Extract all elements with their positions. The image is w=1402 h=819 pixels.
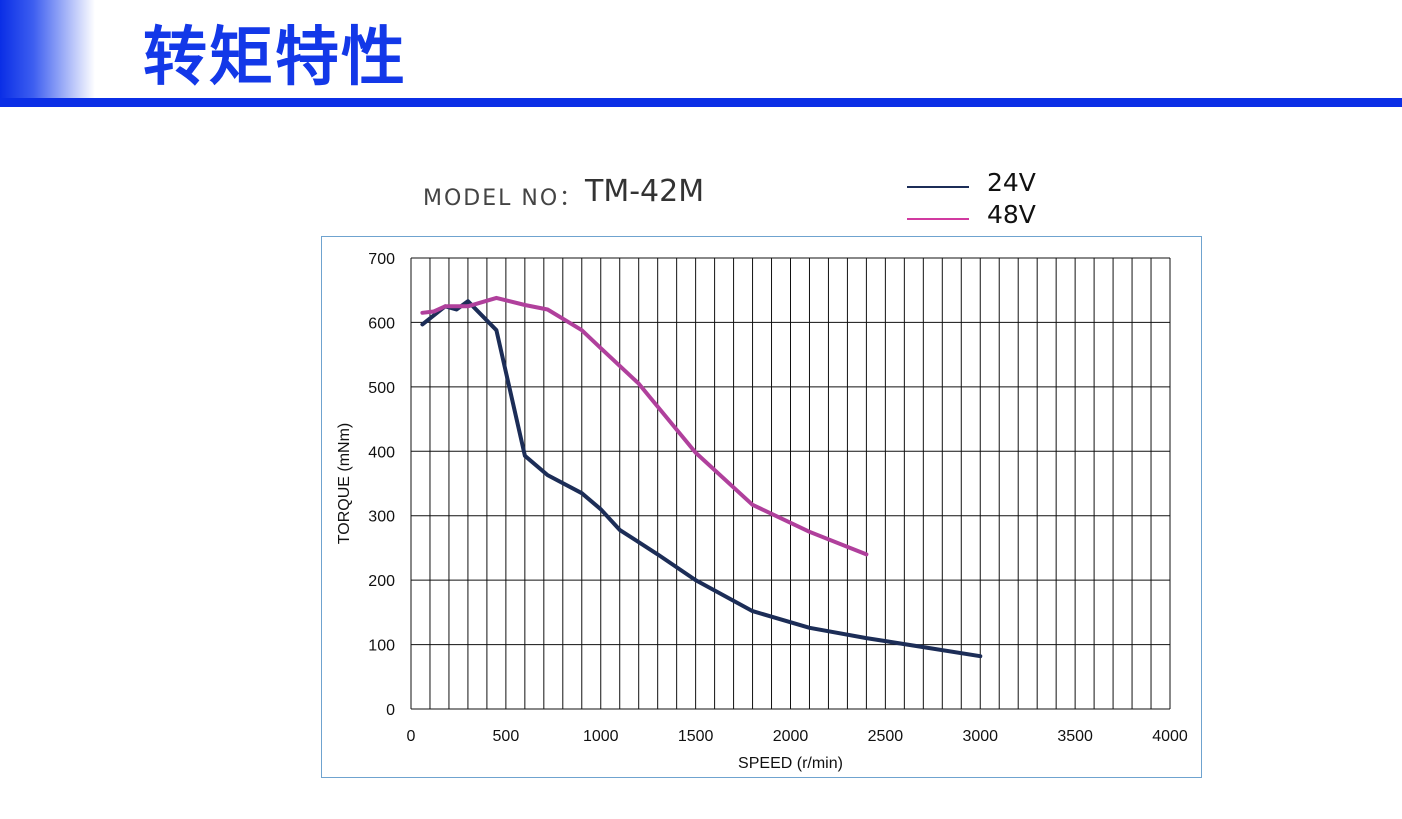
x-axis-label: SPEED (r/min): [738, 755, 843, 772]
y-tick-label: 300: [368, 509, 395, 526]
x-tick-label: 3000: [962, 728, 998, 745]
model-value: TM-42M: [585, 174, 705, 209]
series-line-24v: [420, 299, 983, 659]
y-tick-label: 200: [368, 573, 395, 590]
chart-frame: [321, 236, 1202, 778]
x-tick-label: 2000: [773, 728, 809, 745]
legend-label-24v: 24V: [987, 168, 1036, 197]
y-tick-label: 400: [368, 444, 395, 461]
x-tick-label: 500: [493, 728, 520, 745]
series-line-48v: [420, 295, 869, 557]
y-tick-label: 100: [368, 638, 395, 655]
x-tick-label: 0: [407, 728, 416, 745]
x-tick-label: 3500: [1057, 728, 1093, 745]
legend-line-24v: [907, 186, 969, 188]
legend-label-48v: 48V: [987, 200, 1036, 229]
header-bar: 转矩特性: [0, 0, 1402, 107]
x-tick-label: 2500: [868, 728, 904, 745]
model-label: MODEL NO：: [423, 186, 584, 211]
y-tick-label: 500: [368, 380, 395, 397]
header-gradient: [0, 0, 95, 98]
x-tick-label: 4000: [1152, 728, 1188, 745]
y-tick-label: 600: [368, 315, 395, 332]
page-title: 转矩特性: [143, 21, 407, 95]
header-divider: [0, 98, 1402, 107]
y-tick-label: 700: [368, 251, 395, 268]
legend-line-48v: [907, 218, 969, 220]
x-tick-label: 1500: [678, 728, 714, 745]
x-tick-label: 1000: [583, 728, 619, 745]
y-axis-label: TORQUE (mNm): [336, 423, 353, 544]
y-tick-label: 0: [386, 702, 395, 719]
